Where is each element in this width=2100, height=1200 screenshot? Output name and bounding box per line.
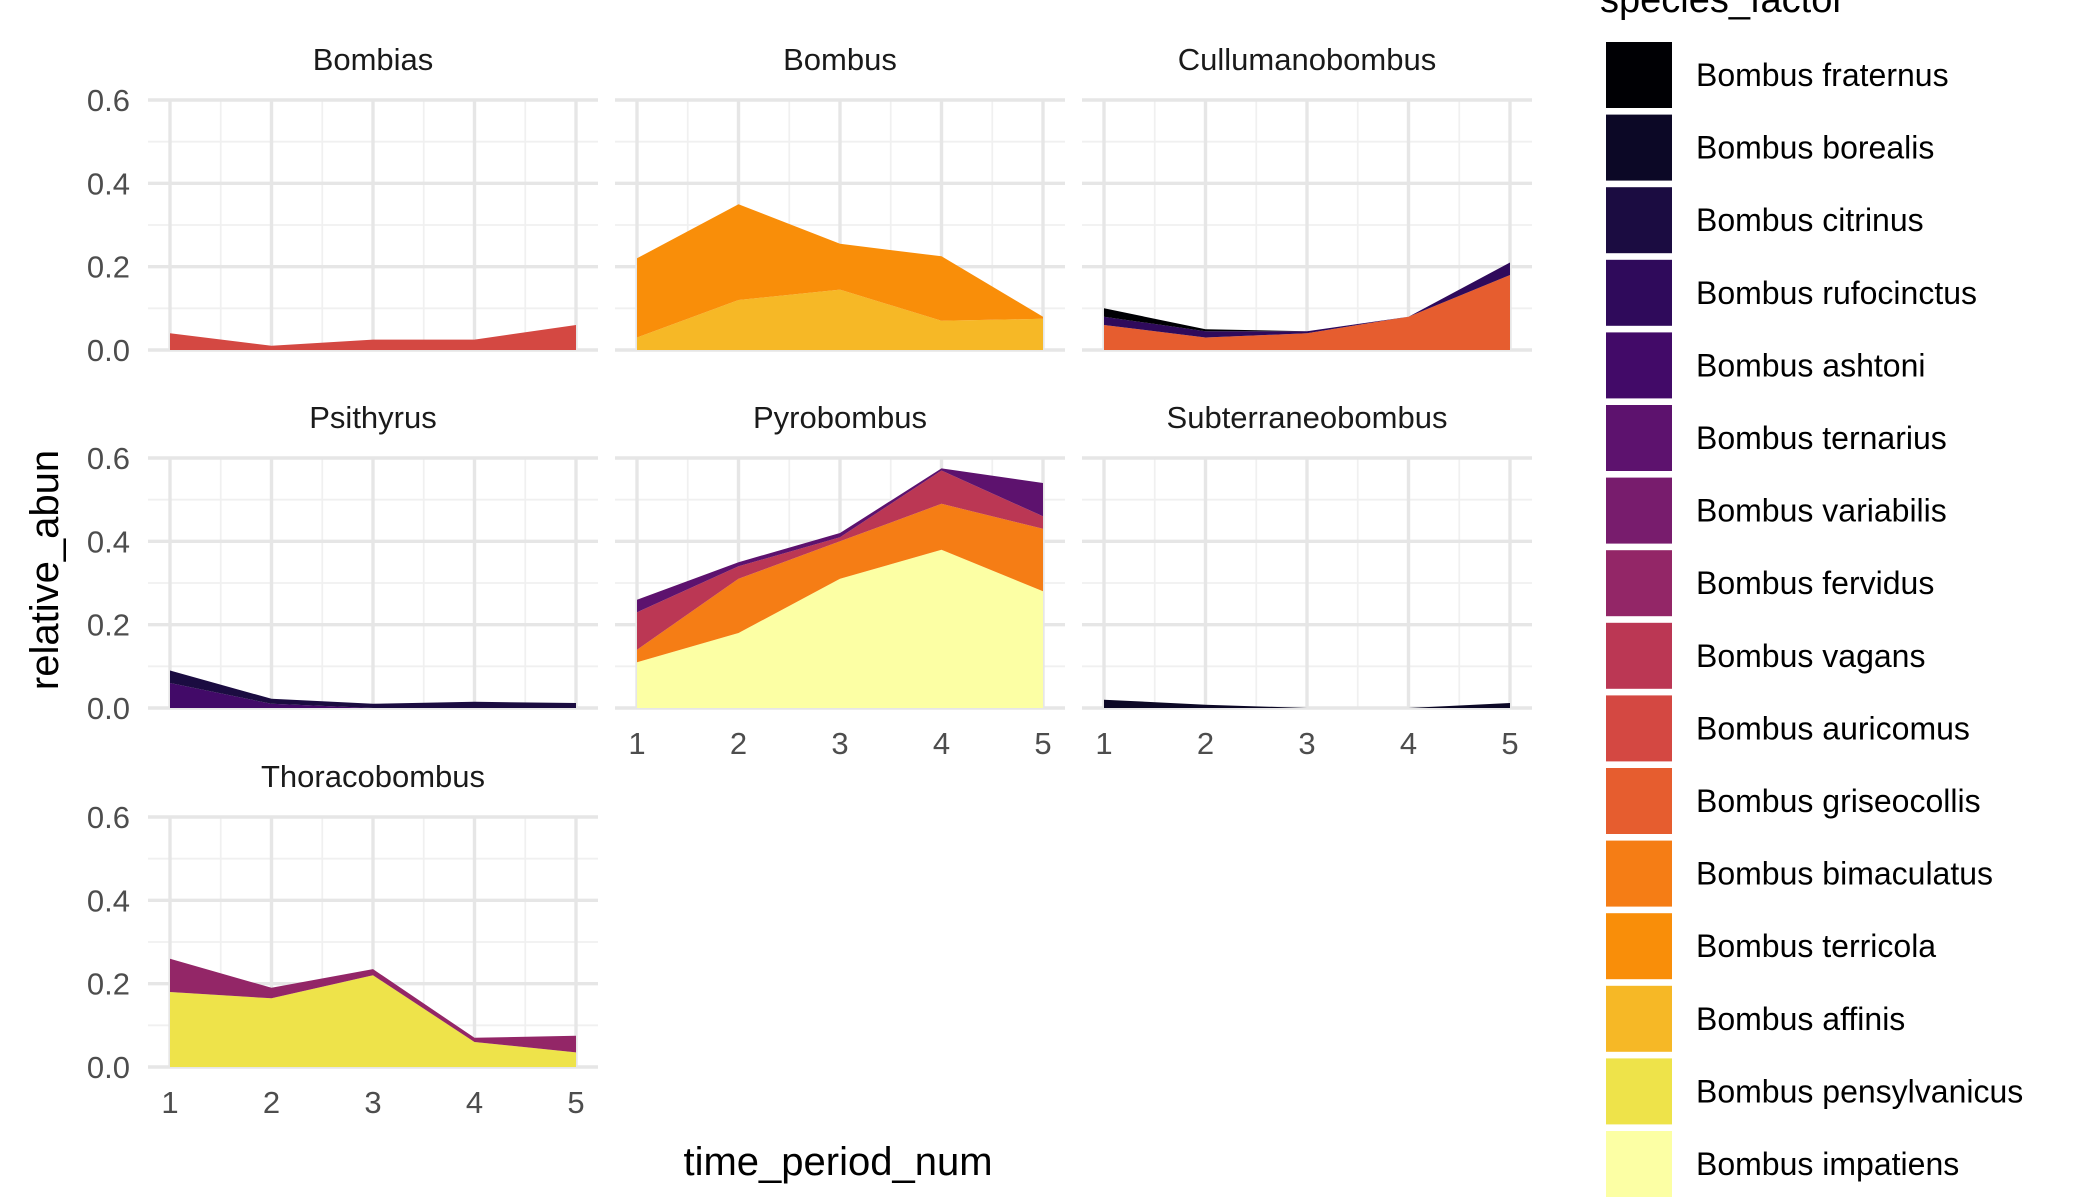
legend-swatch-bombus-citrinus <box>1606 187 1672 254</box>
x-tick-label: 3 <box>1298 726 1315 761</box>
area-bombus-terricola <box>637 204 1043 338</box>
legend-label: Bombus fraternus <box>1696 57 1949 93</box>
area-bombus-bimaculatus <box>637 503 1043 663</box>
legend-swatch-bombus-borealis <box>1606 114 1672 181</box>
facet-title: Psithyrus <box>309 400 436 435</box>
legend-label: Bombus vagans <box>1696 638 1925 674</box>
y-tick-label: 0.6 <box>87 800 130 835</box>
x-tick-label: 2 <box>263 1085 280 1120</box>
legend-label: Bombus affinis <box>1696 1001 1905 1037</box>
legend-swatch-bombus-pensylvanicus <box>1606 1058 1672 1125</box>
y-tick-label: 0.0 <box>87 1050 130 1085</box>
facet-panels: Bombias 0.0 0.2 0.4 0.6 Bombus Cullumanobombus… <box>87 42 1532 1120</box>
facet-title: Pyrobombus <box>753 400 927 435</box>
x-tick-label: 1 <box>1095 726 1112 761</box>
x-tick-label: 5 <box>567 1085 584 1120</box>
x-axis-title: time_period_num <box>683 1140 992 1184</box>
x-tick-label: 4 <box>1400 726 1417 761</box>
legend-swatch-bombus-terricola <box>1606 913 1672 980</box>
legend-swatch-bombus-ternarius <box>1606 405 1672 471</box>
area-bombus-borealis <box>1104 699 1510 708</box>
panel-thoracobombus: Thoracobombus 0.0 0.2 0.4 0.6 1 2 3 4 5 <box>87 759 598 1120</box>
area-bombus-ternarius <box>637 468 1043 613</box>
legend-label: Bombus impatiens <box>1696 1146 1959 1182</box>
facet-title: Cullumanobombus <box>1178 42 1436 77</box>
x-tick-label: 3 <box>364 1085 381 1120</box>
legend-swatch-bombus-variabilis <box>1606 477 1672 544</box>
facet-title: Thoracobombus <box>261 759 485 794</box>
panel-psithyrus: Psithyrus 0.0 0.2 0.4 0.6 <box>87 400 598 726</box>
area-bombus-citrinus <box>170 670 576 708</box>
legend-label: Bombus griseocollis <box>1696 783 1981 819</box>
x-tick-label: 4 <box>933 726 950 761</box>
y-tick-label: 0.6 <box>87 441 130 476</box>
x-tick-label: 1 <box>161 1085 178 1120</box>
legend-swatch-bombus-rufocinctus <box>1606 259 1672 326</box>
area-bombus-impatiens <box>637 549 1043 708</box>
facet-title: Subterraneobombus <box>1167 400 1448 435</box>
legend-swatch-bombus-auricomus <box>1606 695 1672 762</box>
legend-label: Bombus rufocinctus <box>1696 275 1977 311</box>
legend-label: Bombus pensylvanicus <box>1696 1073 2023 1109</box>
legend-swatch-bombus-affinis <box>1606 985 1672 1052</box>
area-bombus-ashtoni <box>170 683 576 708</box>
legend-label: Bombus variabilis <box>1696 493 1947 529</box>
legend-label: Bombus auricomus <box>1696 710 1970 746</box>
y-tick-label: 0.2 <box>87 608 130 643</box>
y-tick-label: 0.2 <box>87 967 130 1002</box>
area-bombus-auricomus <box>170 325 576 350</box>
x-tick-label: 3 <box>831 726 848 761</box>
y-tick-label: 0.4 <box>87 166 130 201</box>
legend-title: species_factor <box>1600 0 1845 21</box>
facet-title: Bombias <box>313 42 434 77</box>
legend-swatch-bombus-vagans <box>1606 622 1672 689</box>
x-tick-label: 5 <box>1034 726 1051 761</box>
x-tick-label: 2 <box>1197 726 1214 761</box>
legend-label: Bombus terricola <box>1696 928 1936 964</box>
facet-title: Bombus <box>783 42 897 77</box>
legend-label: Bombus ternarius <box>1696 420 1947 456</box>
panel-pyrobombus: Pyrobombus 1 2 3 4 5 <box>615 400 1065 761</box>
legend-swatch-bombus-griseocollis <box>1606 768 1672 834</box>
panel-subterraneobombus: Subterraneobombus 1 2 3 4 5 <box>1082 400 1532 761</box>
panel-cullumanobombus: Cullumanobombus <box>1082 42 1532 352</box>
legend-swatch-bombus-fervidus <box>1606 550 1672 617</box>
legend-label: Bombus borealis <box>1696 130 1934 166</box>
legend-swatch-bombus-impatiens <box>1606 1131 1672 1197</box>
legend-label: Bombus fervidus <box>1696 565 1934 601</box>
y-tick-label: 0.0 <box>87 333 130 368</box>
area-bombus-griseocollis <box>1104 275 1510 350</box>
x-tick-label: 1 <box>628 726 645 761</box>
area-bombus-pensylvanicus <box>170 975 576 1067</box>
legend-label: Bombus citrinus <box>1696 202 1924 238</box>
panel-bombus: Bombus <box>615 42 1065 352</box>
legend: Bombus fraternus Bombus borealis Bombus ci… <box>1606 42 2023 1197</box>
area-bombus-affinis <box>637 289 1043 350</box>
legend-swatch-bombus-fraternus <box>1606 42 1672 108</box>
y-tick-label: 0.6 <box>87 83 130 118</box>
legend-label: Bombus ashtoni <box>1696 347 1925 383</box>
y-tick-label: 0.0 <box>87 691 130 726</box>
y-tick-label: 0.4 <box>87 524 130 559</box>
x-tick-label: 2 <box>730 726 747 761</box>
y-tick-label: 0.2 <box>87 250 130 285</box>
y-tick-label: 0.4 <box>87 883 130 918</box>
legend-swatch-bombus-bimaculatus <box>1606 840 1672 907</box>
legend-label: Bombus bimaculatus <box>1696 856 1993 892</box>
area-bombus-fervidus <box>170 958 576 1053</box>
panel-bombias: Bombias 0.0 0.2 0.4 0.6 <box>87 42 598 368</box>
x-tick-label: 4 <box>466 1085 483 1120</box>
legend-swatch-bombus-ashtoni <box>1606 332 1672 399</box>
x-tick-label: 5 <box>1501 726 1518 761</box>
y-axis-title: relative_abun <box>23 450 67 690</box>
